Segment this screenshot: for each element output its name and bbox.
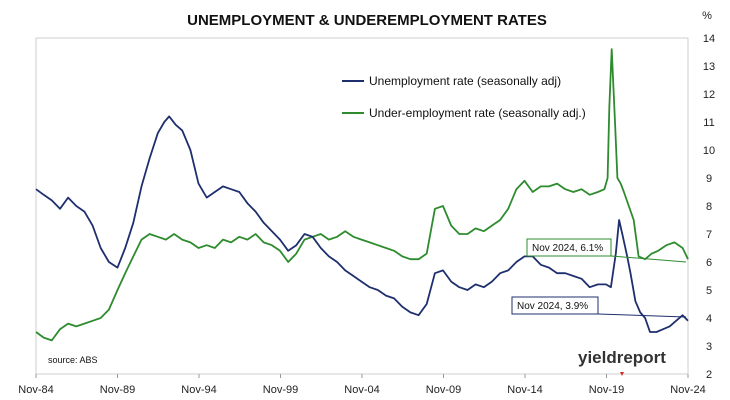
x-tick-label: Nov-94	[181, 384, 216, 396]
x-tick-label: Nov-19	[589, 384, 624, 396]
chart-title: UNEMPLOYMENT & UNDEREMPLOYMENT RATES	[187, 12, 547, 29]
y-tick-label: 2	[706, 369, 712, 381]
annotation-unemployment: Nov 2024, 3.9%	[511, 296, 687, 318]
x-tick-label: Nov-84	[18, 384, 53, 396]
annotation-box-underemployment	[526, 238, 612, 257]
y-tick-label: 8	[706, 201, 712, 213]
y-tick-label: 5	[706, 285, 712, 297]
source-note: source: ABS	[48, 355, 98, 365]
y-tick-label: 13	[703, 61, 715, 73]
x-tick-label: Nov-09	[426, 384, 461, 396]
y-tick-label: 10	[703, 145, 715, 157]
y-tick-label: 6	[706, 257, 712, 269]
x-tick-label: Nov-24	[670, 384, 705, 396]
annotation-box-unemployment	[511, 296, 599, 315]
legend: Unemployment rate (seasonally adj) Under…	[342, 74, 586, 120]
y-tick-label: 14	[703, 33, 715, 45]
unemployment-line	[35, 115, 689, 333]
y-tick-label: 3	[706, 341, 712, 353]
annotation-leader-underemployment	[610, 255, 687, 263]
under-employment-line	[35, 48, 689, 342]
x-tick-label: Nov-89	[100, 384, 135, 396]
legend-label-underemployment: Under-employment rate (seasonally adj.)	[369, 106, 586, 120]
y-tick-label: 9	[706, 173, 712, 185]
brand-logo-marker	[620, 372, 624, 376]
y-tick-label: 7	[706, 229, 712, 241]
plot-area	[35, 37, 689, 375]
brand-logo: yieldreport	[578, 348, 666, 367]
x-axis: Nov-84 Nov-89 Nov-94 Nov-99 Nov-04 Nov-09 Nov-…	[18, 374, 706, 396]
y-axis: 2 3 4 5 6 7 8 9 10 11 12 13 14	[703, 33, 715, 381]
x-tick-label: Nov-99	[263, 384, 298, 396]
annotation-underemployment: Nov 2024, 6.1%	[526, 238, 687, 263]
annotation-label-underemployment: Nov 2024, 6.1%	[532, 243, 603, 254]
legend-label-unemployment: Unemployment rate (seasonally adj)	[369, 74, 561, 88]
y-axis-unit: %	[702, 10, 712, 22]
annotation-label-unemployment: Nov 2024, 3.9%	[517, 301, 588, 312]
y-tick-label: 11	[703, 117, 714, 129]
x-tick-label: Nov-04	[344, 384, 379, 396]
y-tick-label: 12	[703, 89, 715, 101]
x-tick-label: Nov-14	[507, 384, 542, 396]
y-tick-label: 4	[706, 313, 712, 325]
annotation-leader-unemployment	[597, 313, 687, 318]
